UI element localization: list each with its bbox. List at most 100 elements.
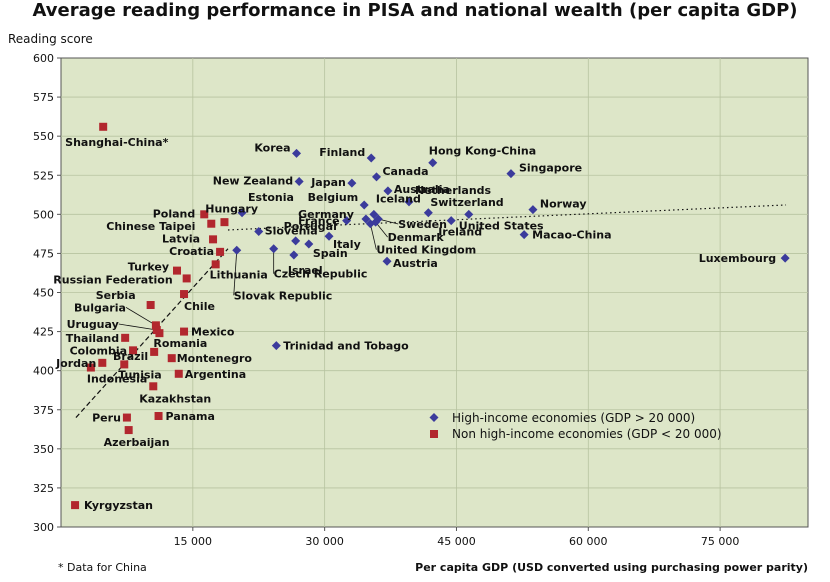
point-croatia — [216, 247, 225, 256]
label-jordan: Jordan — [55, 357, 96, 370]
label-colombia: Colombia — [70, 344, 128, 357]
label-serbia: Serbia — [96, 289, 136, 302]
y-tick-label: 550 — [33, 130, 54, 143]
point-norway — [528, 205, 538, 215]
label-israel: Israel — [288, 264, 323, 277]
point-peru — [122, 413, 131, 422]
point-switzerland — [423, 208, 433, 218]
point-trinidad-and-tobago — [271, 341, 281, 351]
label-france: France — [298, 215, 339, 228]
data-labels: Korea Finland Hong Kong-China Singapore Cana… — [53, 136, 776, 512]
label-japan: Japan — [310, 176, 346, 189]
grid-lines — [61, 58, 808, 527]
point-shanghai-china — [99, 122, 108, 131]
label-romania: Romania — [153, 337, 207, 350]
label-belgium: Belgium — [308, 191, 359, 204]
label-norway: Norway — [540, 198, 587, 211]
legend-label-high-income: High-income economies (GDP > 20 000) — [452, 411, 695, 425]
point-chinese-taipei — [220, 218, 229, 227]
point-belgium — [359, 200, 369, 210]
label-new-zealand: New Zealand — [213, 175, 293, 188]
label-shanghai-china: Shanghai-China* — [65, 136, 168, 149]
label-tunisia: Tunisia — [118, 368, 161, 381]
point-lithuania — [211, 260, 220, 269]
label-trinidad-and-tobago: Trinidad and Tobago — [283, 340, 409, 353]
label-thailand: Thailand — [66, 332, 119, 345]
y-tick-label: 375 — [33, 404, 54, 417]
label-lithuania: Lithuania — [210, 268, 268, 281]
point-tunisia — [120, 360, 129, 369]
point-finland — [366, 153, 376, 163]
label-hungary: Hungary — [205, 203, 258, 216]
point-russian-federation — [182, 274, 191, 283]
point-israel — [289, 250, 299, 260]
footnote: * Data for China — [58, 561, 147, 574]
point-thailand — [121, 333, 130, 342]
label-germany: Germany — [298, 208, 354, 221]
point-spain — [304, 239, 314, 249]
label-chinese-taipei: Chinese Taipei — [106, 220, 195, 233]
x-tick-label: 45 000 — [437, 535, 476, 548]
point-singapore — [506, 169, 516, 179]
label-latvia: Latvia — [162, 232, 200, 245]
point-latvia — [209, 235, 218, 244]
legend-square-marker — [430, 430, 438, 438]
point-mexico — [180, 327, 189, 336]
label-russian-federation: Russian Federation — [53, 273, 172, 286]
point-slovenia — [254, 227, 264, 237]
point-germany — [361, 214, 371, 224]
dotted-trend-line — [227, 204, 787, 231]
point-slovak-republic — [232, 245, 242, 255]
legend-diamond-marker — [429, 413, 439, 422]
point-brazil — [150, 347, 159, 356]
leader-bulgaria — [125, 306, 157, 326]
point-macao-china — [519, 230, 529, 240]
point-united-states — [464, 209, 474, 219]
label-switzerland: Switzerland — [430, 196, 503, 209]
y-axis-label: Reading score — [8, 32, 93, 46]
y-tick-label: 425 — [33, 326, 54, 339]
label-australia: Australia — [394, 183, 450, 196]
label-uruguay: Uruguay — [67, 318, 119, 331]
point-iceland — [369, 209, 379, 219]
y-tick-label: 300 — [33, 521, 54, 534]
y-tick-label: 400 — [33, 365, 54, 378]
label-sweden: Sweden — [398, 218, 447, 231]
label-czech-republic: Czech Republic — [274, 268, 368, 281]
label-canada: Canada — [382, 165, 428, 178]
y-tick-label: 525 — [33, 169, 54, 182]
y-tick-label: 475 — [33, 247, 54, 260]
x-tick-label: 60 000 — [569, 535, 608, 548]
chart-title: Average reading performance in PISA and … — [32, 0, 798, 21]
label-hong-kong-china: Hong Kong-China — [429, 145, 536, 158]
point-italy — [324, 231, 334, 241]
point-chile — [180, 290, 189, 299]
y-tick-label: 500 — [33, 208, 54, 221]
y-tick-label: 575 — [33, 91, 54, 104]
label-turkey: Turkey — [128, 261, 169, 274]
trend-lines — [75, 204, 787, 418]
label-netherlands: Netherlands — [415, 184, 492, 197]
label-austria: Austria — [393, 257, 438, 270]
label-united-kingdom: United Kingdom — [376, 244, 476, 257]
point-jordan — [98, 358, 107, 367]
label-ireland: Ireland — [438, 226, 482, 239]
point-japan — [347, 178, 357, 188]
label-united-states: United States — [459, 219, 544, 232]
point-portugal — [291, 236, 301, 246]
label-korea: Korea — [254, 141, 290, 154]
legend: High-income economies (GDP > 20 000) Non… — [429, 411, 722, 441]
point-hungary — [207, 219, 216, 228]
point-australia — [383, 186, 393, 196]
dashed-trend-line — [75, 248, 229, 418]
point-romania — [155, 329, 164, 338]
label-denmark: Denmark — [388, 231, 445, 244]
axis-ticks: 300 325 350 375 400 425 450 475 500 525 550 575 600 1… — [33, 52, 739, 548]
point-united-kingdom — [365, 219, 375, 229]
x-axis-label: Per capita GDP (USD converted using purc… — [415, 561, 808, 574]
point-montenegro — [167, 354, 176, 363]
point-turkey — [173, 266, 182, 275]
label-poland: Poland — [153, 207, 196, 220]
point-kyrgyzstan — [71, 501, 80, 510]
point-bulgaria — [151, 321, 160, 330]
